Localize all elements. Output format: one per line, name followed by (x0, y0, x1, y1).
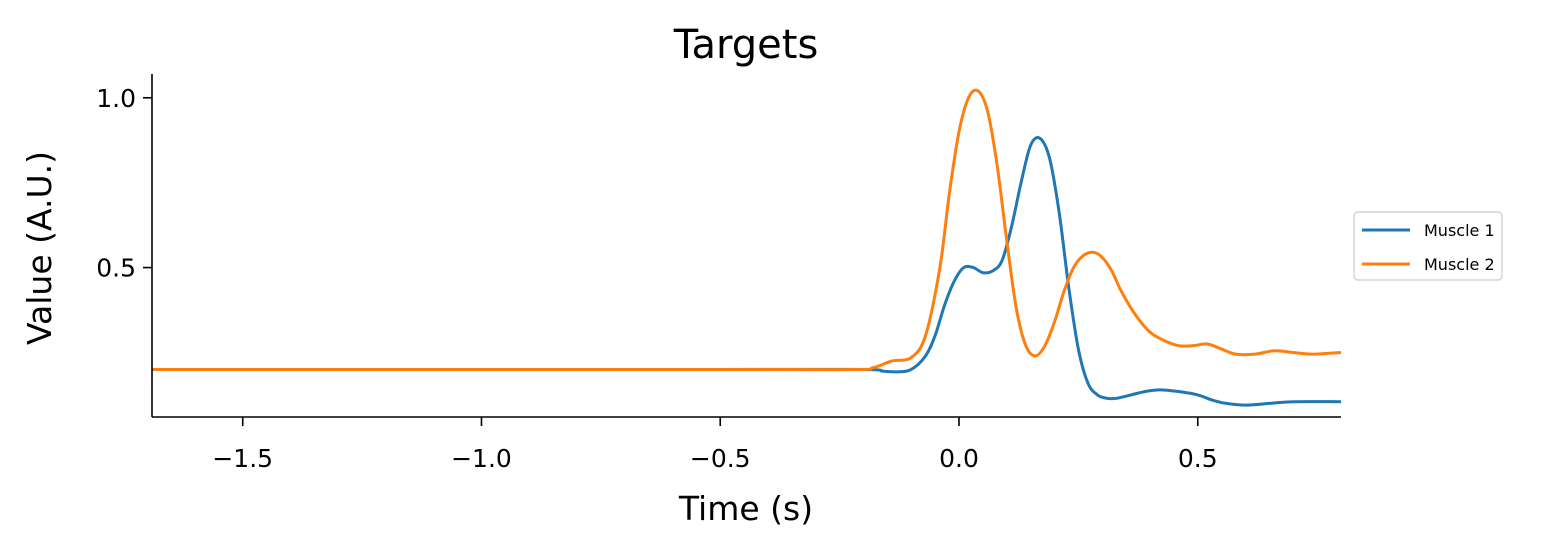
y-tick-label: 1.0 (96, 84, 136, 113)
x-tick-label: −1.5 (212, 444, 273, 473)
x-ticks: −1.5 −1.0 −0.5 0.0 0.5 (212, 417, 1218, 473)
chart-title: Targets (673, 22, 819, 68)
series-layer (152, 88, 1341, 407)
x-tick-label: −0.5 (690, 444, 751, 473)
x-tick-label: 0.5 (1178, 444, 1218, 473)
y-tick-label: 0.5 (96, 254, 136, 283)
legend: Muscle 1 Muscle 2 (1353, 211, 1503, 281)
legend-label: Muscle 2 (1424, 255, 1495, 274)
x-tick-label: −1.0 (451, 444, 512, 473)
x-tick-label: 0.0 (939, 444, 979, 473)
series-line-1 (152, 136, 1341, 407)
legend-label: Muscle 1 (1424, 221, 1495, 240)
y-ticks: 0.5 1.0 (96, 84, 152, 283)
x-axis-label: Time (s) (678, 489, 813, 528)
y-axis-label: Value (A.U.) (20, 151, 59, 345)
series-line-2 (152, 88, 1341, 372)
